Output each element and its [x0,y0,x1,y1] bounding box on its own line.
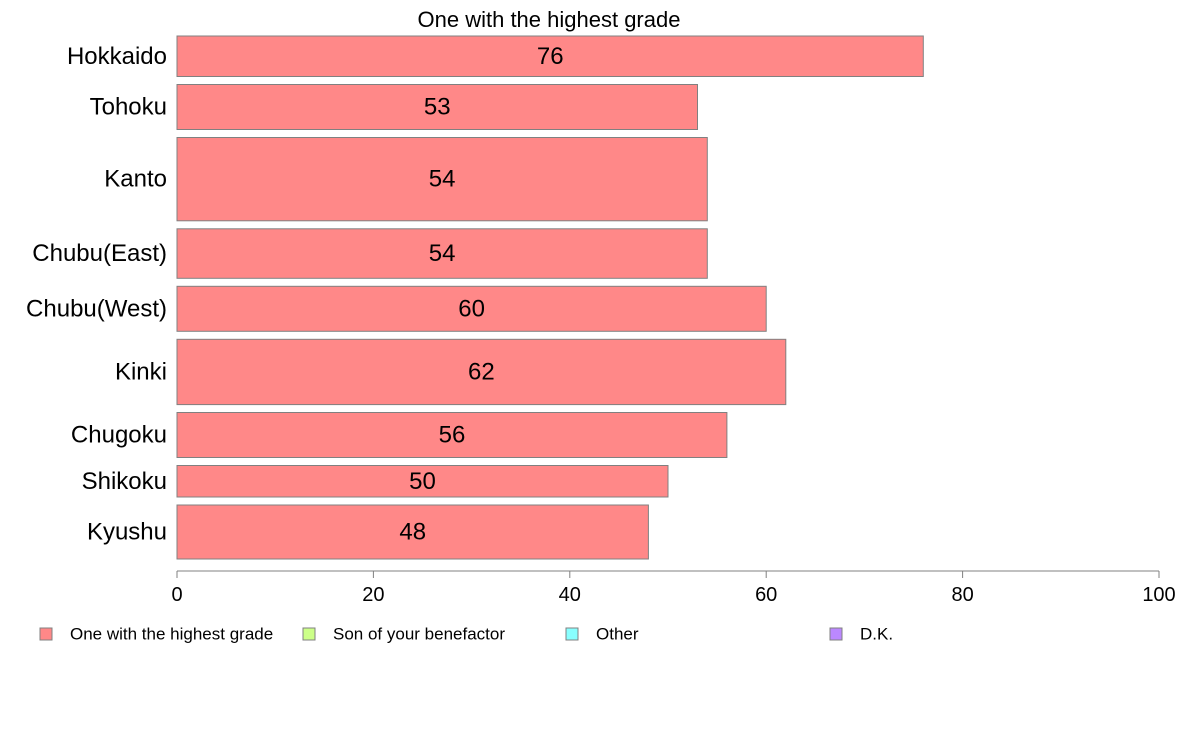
bar-value-label: 54 [429,240,456,267]
category-label: Chugoku [71,422,167,449]
bar [176,504,649,560]
bar-group: 62 Kinki [115,338,787,406]
bar [176,137,708,222]
bar [176,338,787,406]
category-label: Kinki [115,358,167,385]
legend-item: Other [565,625,639,644]
legend: One with the highest grade Son of your be… [39,625,893,644]
legend-swatch [565,627,579,641]
legend-label: Son of your benefactor [333,625,505,644]
category-label: Kanto [104,166,167,193]
bars: 76 Hokkaido 53 Tohoku 54 Kanto 54 Chubu(East) 60… [26,35,924,560]
bar-value-label: 76 [537,43,564,70]
bar-group: 56 Chugoku [71,412,728,458]
legend-item: Son of your benefactor [302,625,505,644]
bar-group: 50 Shikoku [82,465,669,498]
bar [176,228,708,279]
bar-value-label: 56 [439,422,466,449]
bar [176,285,767,332]
x-tick-label: 60 [755,584,777,606]
category-label: Shikoku [82,468,167,495]
x-tick-label: 0 [171,584,182,606]
bar-value-label: 48 [399,519,426,546]
chart-title: One with the highest grade [418,7,681,32]
bar [176,84,698,130]
bar-group: 76 Hokkaido [67,35,924,77]
bar-value-label: 50 [409,468,436,495]
x-tick-label: 80 [951,584,973,606]
legend-swatch [39,627,53,641]
category-label: Kyushu [87,519,167,546]
bar-value-label: 54 [429,166,456,193]
x-tick-label: 40 [559,584,581,606]
legend-label: D.K. [860,625,893,644]
x-tick-label: 100 [1142,584,1175,606]
bar-value-label: 62 [468,358,495,385]
x-axis: 0 20 40 60 80 100 [171,570,1176,606]
legend-label: One with the highest grade [70,625,273,644]
bar [176,35,924,77]
legend-swatch [302,627,316,641]
bar [176,465,669,498]
x-tick-label: 20 [362,584,384,606]
bar-group: 53 Tohoku [90,84,698,130]
legend-item: One with the highest grade [39,625,273,644]
category-label: Hokkaido [67,43,167,70]
legend-swatch [829,627,843,641]
bar [176,412,728,458]
bar-group: 48 Kyushu [87,504,649,560]
legend-label: Other [596,625,639,644]
category-label: Chubu(West) [26,295,167,322]
bar-group: 54 Kanto [104,137,708,222]
bar-group: 60 Chubu(West) [26,285,767,332]
bar-value-label: 53 [424,94,451,121]
category-label: Tohoku [90,94,167,121]
bar-value-label: 60 [458,295,485,322]
category-label: Chubu(East) [32,240,167,267]
legend-item: D.K. [829,625,893,644]
bar-group: 54 Chubu(East) [32,228,708,279]
